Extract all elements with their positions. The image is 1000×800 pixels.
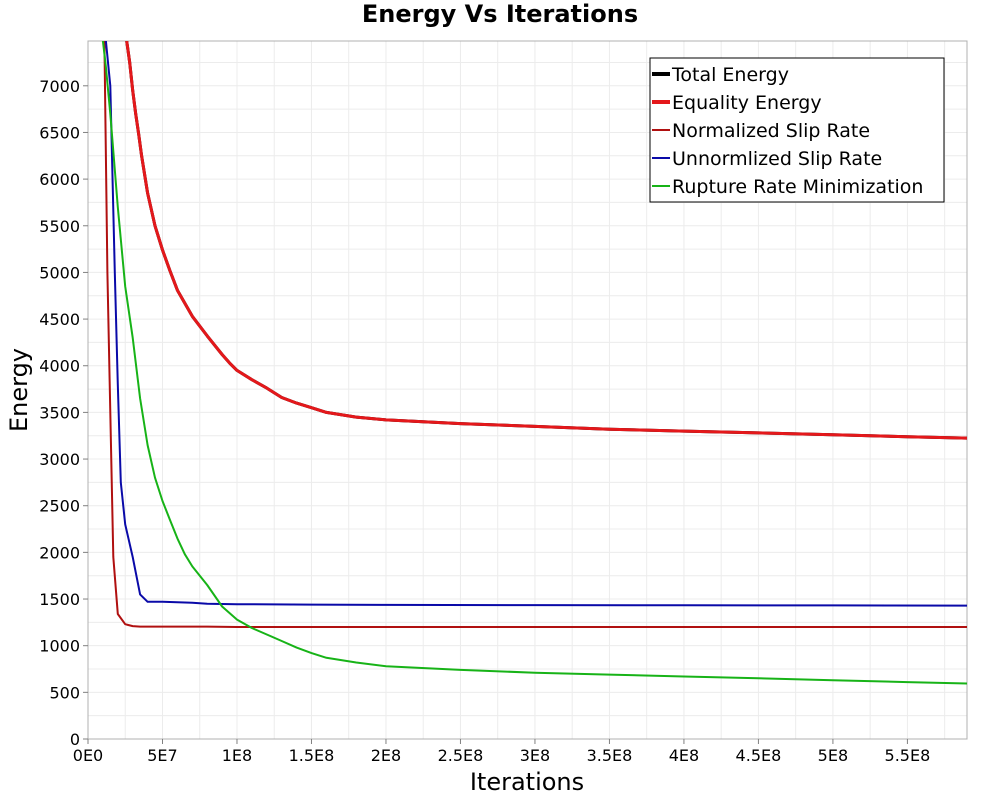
y-tick-label: 0 <box>70 730 80 749</box>
legend-box <box>649 57 945 203</box>
x-tick-label: 2.5E8 <box>438 746 484 765</box>
x-tick-label: 5E7 <box>147 746 177 765</box>
y-tick-label: 500 <box>49 683 80 702</box>
x-tick-label: 3E8 <box>520 746 550 765</box>
y-tick-label: 4000 <box>39 357 80 376</box>
y-tick-label: 4500 <box>39 310 80 329</box>
y-tick-label: 3500 <box>39 403 80 422</box>
series-line-normalized-slip-rate <box>103 41 967 628</box>
series-layer <box>101 41 967 685</box>
series-line-unnormlized-slip-rate <box>104 41 967 607</box>
x-tick-label: 4E8 <box>669 746 699 765</box>
series-line-rupture-rate-minimization <box>101 41 967 685</box>
y-tick-label: 1500 <box>39 590 80 609</box>
x-tick-label: 1.5E8 <box>289 746 335 765</box>
x-axis-label: Iterations <box>470 768 584 796</box>
legend-label: Equality Energy <box>672 92 822 114</box>
y-tick-label: 5500 <box>39 217 80 236</box>
x-tick-label: 4.5E8 <box>736 746 782 765</box>
x-tick-label: 5.5E8 <box>885 746 931 765</box>
y-tick-label: 7000 <box>39 77 80 96</box>
series-line-equality-energy <box>125 41 967 440</box>
y-tick-label: 3000 <box>39 450 80 469</box>
x-tick-label: 1E8 <box>222 746 252 765</box>
axis-layer: 0E0 5E7 1E8 1.5E8 2E8 2.5E8 3E8 3.5E8 4E8 4.5E8 5E… <box>39 77 930 765</box>
plot-area <box>87 40 968 740</box>
y-axis-label: Energy <box>5 348 33 432</box>
y-tick-label: 1000 <box>39 637 80 656</box>
chart-title: Energy Vs Iterations <box>362 0 638 28</box>
legend-label: Total Energy <box>671 64 789 86</box>
legend-label: Normalized Slip Rate <box>672 120 870 142</box>
y-tick-label: 6500 <box>39 123 80 142</box>
x-tick-label: 2E8 <box>371 746 401 765</box>
x-tick-label: 3.5E8 <box>587 746 633 765</box>
y-tick-label: 2500 <box>39 497 80 516</box>
legend-label: Unnormlized Slip Rate <box>672 148 882 170</box>
x-tick-label: 0E0 <box>73 746 103 765</box>
y-tick-label: 6000 <box>39 170 80 189</box>
legend-label: Rupture Rate Minimization <box>672 176 923 198</box>
y-tick-label: 2000 <box>39 543 80 562</box>
y-tick-label: 5000 <box>39 263 80 282</box>
x-tick-label: 5E8 <box>818 746 848 765</box>
legend: Total Energy Equality Energy Normalized Sl… <box>649 57 945 203</box>
